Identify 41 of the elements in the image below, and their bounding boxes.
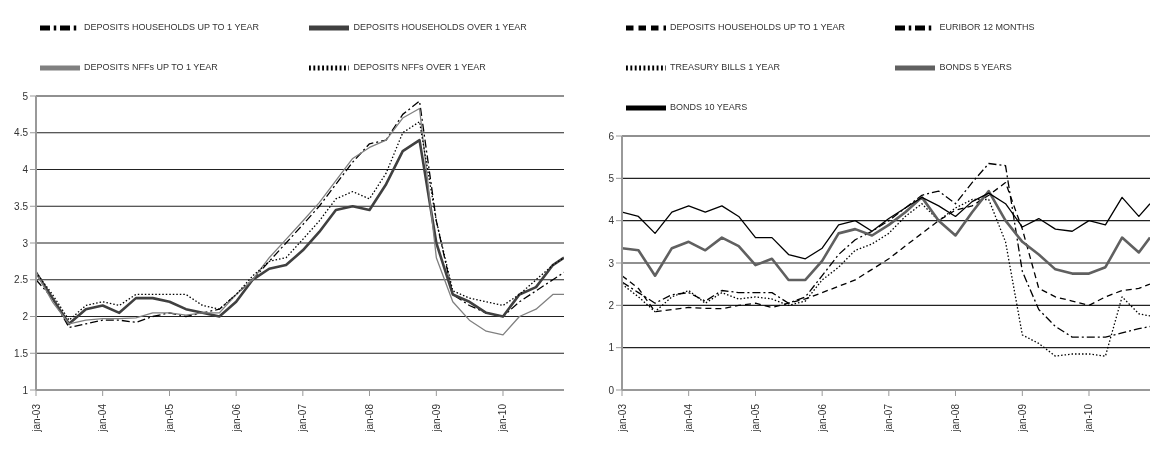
y-tick-label: 2 <box>608 299 615 311</box>
x-tick-label: jan-10 <box>497 403 509 433</box>
legend-label: BONDS 10 YEARS <box>670 102 748 113</box>
y-tick-label: 6 <box>608 130 615 142</box>
y-tick-label: 0 <box>608 384 615 396</box>
legend-label: DEPOSITS NFFs UP TO 1 YEAR <box>84 62 218 73</box>
legend-label: TREASURY BILLS 1 YEAR <box>670 62 781 73</box>
x-tick-label: jan-09 <box>1016 403 1028 433</box>
y-tick-label: 2.5 <box>14 274 29 286</box>
x-tick-label: jan-05 <box>750 403 762 433</box>
x-tick-label: jan-09 <box>430 403 442 433</box>
y-tick-label: 3 <box>608 257 615 269</box>
x-tick-label: jan-07 <box>297 403 309 433</box>
y-tick-label: 1.5 <box>14 347 29 359</box>
x-tick-label: jan-04 <box>97 403 109 433</box>
legend-label: DEPOSITS HOUSEHOLDS OVER 1 YEAR <box>353 22 527 33</box>
y-tick-label: 5 <box>608 172 615 184</box>
x-tick-label: jan-10 <box>1083 403 1095 433</box>
y-tick-label: 3.5 <box>14 200 29 212</box>
y-tick-label: 1 <box>608 342 615 354</box>
legend-label: DEPOSITS NFFs OVER 1 YEAR <box>353 62 486 73</box>
x-tick-label: jan-04 <box>683 403 695 433</box>
y-tick-label: 4 <box>608 215 615 227</box>
legend-label: BONDS 5 YEARS <box>939 62 1012 73</box>
y-tick-label: 2 <box>22 311 29 323</box>
x-tick-label: jan-06 <box>816 403 828 433</box>
x-tick-label: jan-08 <box>949 403 961 433</box>
y-tick-label: 1 <box>22 384 29 396</box>
x-tick-label: jan-07 <box>883 403 895 433</box>
x-tick-label: jan-03 <box>616 403 628 433</box>
y-tick-label: 3 <box>22 237 29 249</box>
y-tick-label: 5 <box>22 90 29 102</box>
legend-label: EURIBOR 12 MONTHS <box>939 22 1035 33</box>
legend-label: DEPOSITS HOUSEHOLDS UP TO 1 YEAR <box>670 22 845 33</box>
x-tick-label: jan-03 <box>30 403 42 433</box>
legend-label: DEPOSITS HOUSEHOLDS UP TO 1 YEAR <box>84 22 259 33</box>
x-tick-label: jan-08 <box>363 403 375 433</box>
x-tick-label: jan-05 <box>164 403 176 433</box>
y-tick-label: 4.5 <box>14 127 29 139</box>
x-tick-label: jan-06 <box>230 403 242 433</box>
y-tick-label: 4 <box>22 164 29 176</box>
